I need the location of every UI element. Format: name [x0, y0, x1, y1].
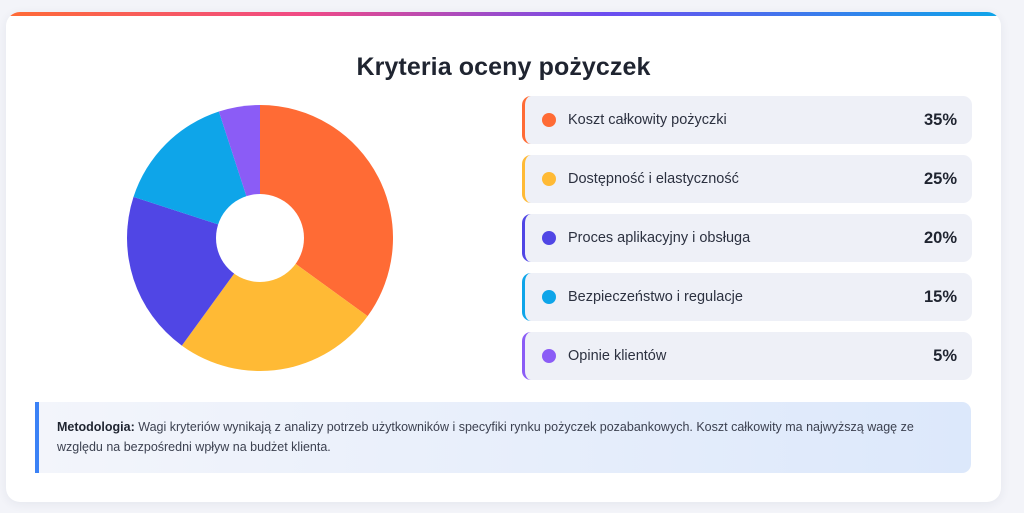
legend-swatch	[542, 172, 556, 186]
legend-swatch	[542, 113, 556, 127]
pie-slice[interactable]	[181, 238, 368, 371]
legend-item[interactable]: Koszt całkowity pożyczki 35%	[522, 96, 972, 144]
chart-legend: Koszt całkowity pożyczki 35% Dostępność i …	[522, 96, 972, 391]
legend-label: Bezpieczeństwo i regulacje	[568, 289, 743, 305]
methodology-note: Metodologia: Wagi kryteriów wynikają z a…	[35, 402, 971, 473]
pie-slice[interactable]	[133, 111, 260, 238]
page-title: Kryteria oceny pożyczek	[356, 53, 651, 81]
legend-label: Proces aplikacyjny i obsługa	[568, 230, 751, 246]
legend-swatch	[542, 231, 556, 245]
legend-value: 15%	[923, 288, 957, 306]
methodology-label: Metodologia:	[57, 420, 135, 434]
legend-item[interactable]: Opinie klientów 5%	[522, 332, 972, 380]
methodology-text: Wagi kryteriów wynikają z analizy potrze…	[57, 420, 914, 454]
legend-value: 35%	[923, 111, 957, 129]
legend-label: Dostępność i elastyczność	[568, 171, 739, 187]
legend-item[interactable]: Proces aplikacyjny i obsługa 20%	[522, 214, 972, 262]
legend-label: Opinie klientów	[568, 348, 667, 364]
legend-item[interactable]: Dostępność i elastyczność 25%	[522, 155, 972, 203]
legend-label: Koszt całkowity pożyczki	[568, 112, 727, 128]
accent-gradient-bar	[6, 12, 1001, 16]
legend-value: 20%	[923, 229, 957, 247]
donut-chart	[127, 105, 393, 371]
chart-card: Kryteria oceny pożyczek Koszt całkowity …	[6, 12, 1001, 502]
pie-slice[interactable]	[260, 105, 393, 317]
legend-value: 5%	[933, 347, 957, 365]
legend-item[interactable]: Bezpieczeństwo i regulacje 15%	[522, 273, 972, 321]
legend-swatch	[542, 290, 556, 304]
legend-swatch	[542, 349, 556, 363]
donut-hole	[216, 194, 304, 282]
legend-value: 25%	[923, 170, 957, 188]
